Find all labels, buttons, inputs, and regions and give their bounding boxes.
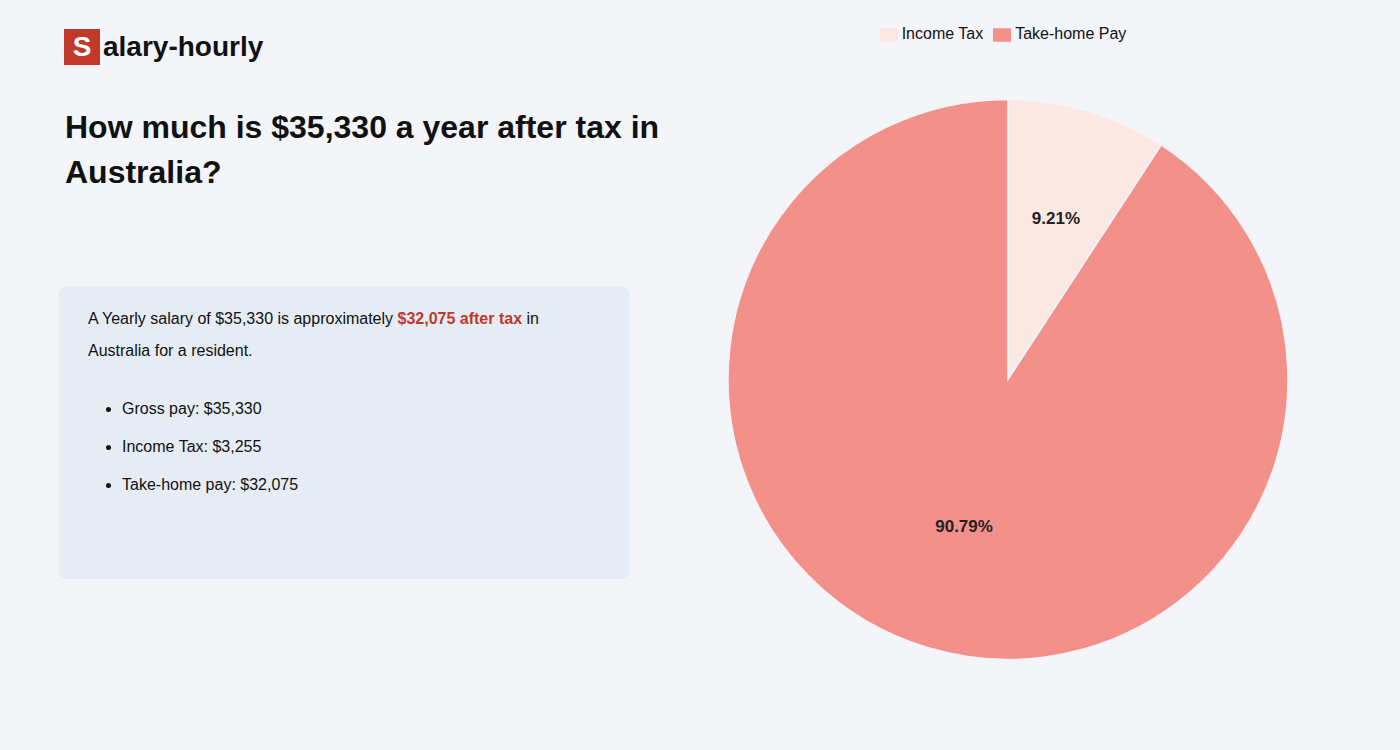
html-text:Income Tax: $3,255: Income Tax: $3,255 (122, 438, 262, 455)
html-text:Take-home Pay: Take-home Pay (1015, 25, 1127, 42)
html-text:alary-hourly: alary-hourly (103, 31, 264, 62)
svg-text:90.79%: 90.79% (935, 517, 993, 536)
html-text:Australia for a resident.: Australia for a resident. (88, 342, 253, 359)
svg-text:9.21%: 9.21% (1032, 209, 1080, 228)
html-text:S: S (72, 31, 92, 62)
html-text:Income Tax: Income Tax (901, 25, 984, 42)
html-text:Gross pay: $35,330: Gross pay: $35,330 (122, 400, 262, 417)
html-text:How much is $35,330 a year aft: How much is $35,330 a year after tax in … (65, 109, 660, 190)
html-text:A Yearly salary of $35,330 is: A Yearly salary of $35,330 is approximat… (88, 310, 539, 327)
html-text:Take-home pay: $32,075: Take-home pay: $32,075 (122, 476, 299, 493)
